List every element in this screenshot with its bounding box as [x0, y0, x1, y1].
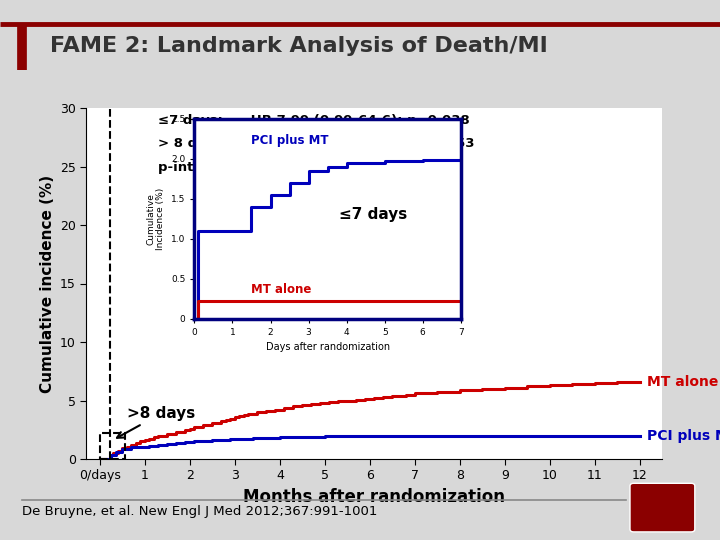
Text: FAME 2: Landmark Analysis of Death/MI: FAME 2: Landmark Analysis of Death/MI	[50, 36, 548, 56]
Text: PCI plus MT: PCI plus MT	[647, 429, 720, 443]
Bar	[100, 433, 125, 459]
Text: MT alone: MT alone	[647, 375, 718, 389]
Text: PCI plus MT: PCI plus MT	[251, 134, 329, 147]
Text: ≤7 days: ≤7 days	[339, 207, 408, 222]
X-axis label: Months after randomization: Months after randomization	[243, 488, 505, 506]
Y-axis label: Cumulative incidence (%): Cumulative incidence (%)	[40, 174, 55, 393]
X-axis label: Days after randomization: Days after randomization	[266, 342, 390, 352]
Text: MT alone: MT alone	[251, 283, 312, 296]
Text: p-interaction:  p=0.003: p-interaction: p=0.003	[158, 161, 333, 174]
Text: >8 days: >8 days	[117, 406, 195, 438]
Text: ≤7 days:      HR 7.99 (0.99-64.6); p=0.038: ≤7 days: HR 7.99 (0.99-64.6); p=0.038	[158, 114, 470, 127]
FancyBboxPatch shape	[630, 483, 695, 532]
Y-axis label: Cumulative
Incidence (%): Cumulative Incidence (%)	[146, 187, 166, 250]
Text: > 8 days:      HR 0.42 (0.17-1.04); p=0.053: > 8 days: HR 0.42 (0.17-1.04); p=0.053	[158, 137, 475, 150]
Text: De Bruyne, et al. New Engl J Med 2012;367:991-1001: De Bruyne, et al. New Engl J Med 2012;36…	[22, 505, 377, 518]
